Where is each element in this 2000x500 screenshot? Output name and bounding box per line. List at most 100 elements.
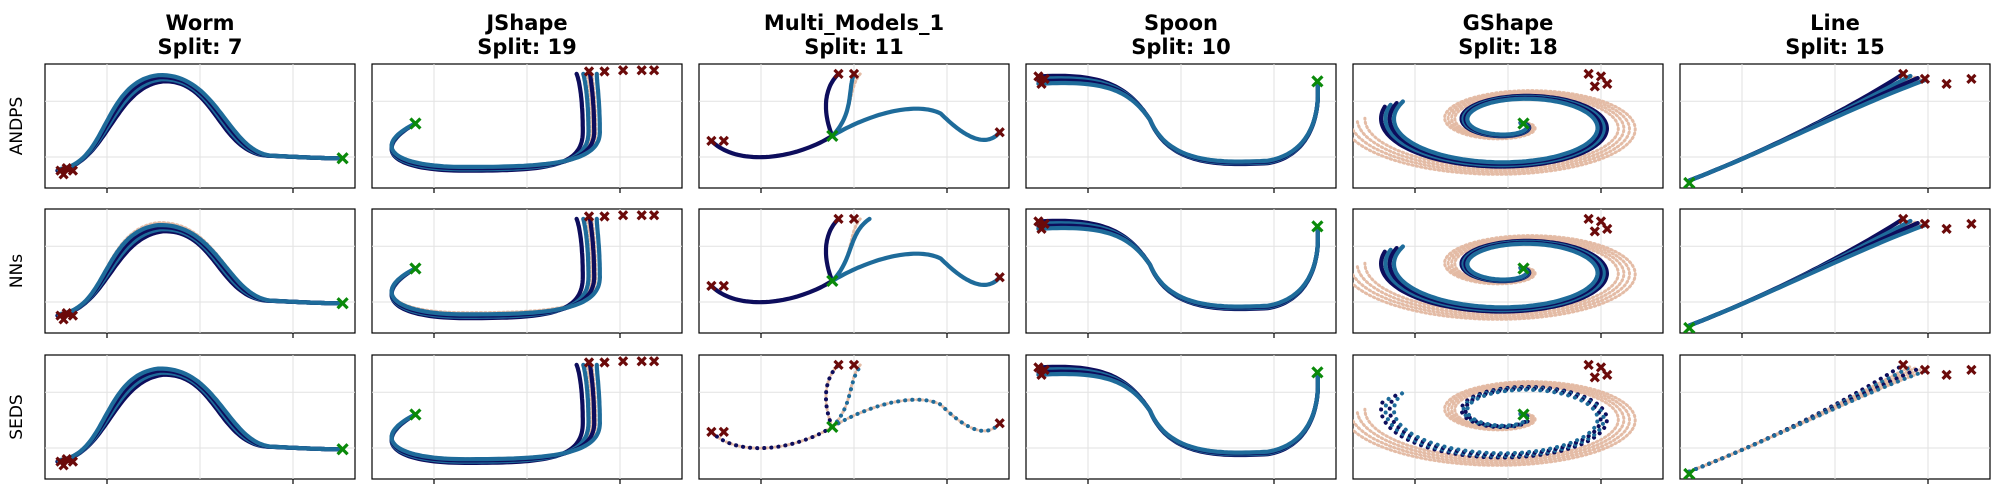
trajectory-3 bbox=[823, 216, 841, 283]
start-marker-3 bbox=[1039, 218, 1050, 230]
panel-nns-spoon bbox=[1025, 208, 1337, 338]
start-marker-4 bbox=[1966, 218, 1977, 230]
column-title-jshape: JShape bbox=[484, 11, 567, 35]
trajectory-4 bbox=[389, 362, 603, 462]
panel-seds-multi_models_1 bbox=[698, 354, 1010, 484]
goal-marker bbox=[1517, 117, 1530, 130]
start-marker-2 bbox=[718, 280, 729, 292]
start-marker-2 bbox=[1595, 71, 1607, 82]
start-marker-1 bbox=[1033, 71, 1044, 82]
start-marker-3 bbox=[58, 460, 69, 471]
start-marker-1 bbox=[1583, 359, 1594, 371]
start-marker-1 bbox=[706, 280, 717, 292]
goal-marker bbox=[336, 297, 349, 310]
column-split-jshape: Split: 19 bbox=[477, 35, 577, 59]
start-marker-3 bbox=[58, 314, 69, 325]
start-marker-3 bbox=[58, 169, 69, 180]
start-marker-1 bbox=[706, 135, 717, 147]
start-marker-3 bbox=[617, 65, 629, 76]
panel-andps-jshape bbox=[371, 63, 683, 193]
panel-nns-worm bbox=[44, 208, 356, 338]
goal-marker bbox=[409, 262, 422, 275]
trajectory-4 bbox=[1036, 79, 1320, 164]
column-title-gshape: GShape bbox=[1463, 11, 1554, 35]
start-marker-1 bbox=[1898, 68, 1909, 80]
start-marker-4 bbox=[848, 359, 860, 371]
start-marker-4 bbox=[1589, 81, 1600, 92]
goal-marker bbox=[1517, 408, 1530, 421]
start-marker-3 bbox=[1941, 223, 1952, 234]
panel-andps-multi_models_1 bbox=[698, 63, 1010, 193]
column-title-multi_models_1: Multi_Models_1 bbox=[764, 11, 944, 35]
column-title-spoon: Spoon bbox=[1144, 11, 1218, 35]
start-marker-3 bbox=[1039, 364, 1050, 376]
goal-marker bbox=[826, 129, 839, 143]
start-marker-1 bbox=[1033, 216, 1044, 227]
trajectory-1 bbox=[709, 278, 835, 305]
start-marker-3 bbox=[833, 359, 844, 371]
start-marker-2 bbox=[61, 454, 72, 465]
start-marker-4 bbox=[1966, 364, 1977, 376]
panel-nns-jshape bbox=[371, 208, 683, 338]
goal-marker bbox=[409, 117, 422, 130]
row-labels: ANDPS NNs SEDS bbox=[7, 97, 27, 440]
panel-seds-spoon bbox=[1025, 354, 1337, 484]
row-label-nns: NNs bbox=[7, 254, 27, 288]
start-marker-2 bbox=[61, 163, 72, 174]
panel-seds-jshape bbox=[371, 354, 683, 484]
trajectory-4 bbox=[830, 362, 864, 429]
start-marker-5 bbox=[648, 210, 660, 221]
start-marker-1 bbox=[1583, 68, 1594, 80]
start-marker-4 bbox=[67, 310, 79, 321]
trajectory-4 bbox=[389, 71, 603, 169]
goal-marker bbox=[1683, 321, 1696, 333]
goal-marker bbox=[336, 152, 349, 165]
panel-andps-spoon bbox=[1025, 63, 1337, 193]
trajectory-4 bbox=[1687, 78, 1927, 183]
start-marker-3 bbox=[1941, 369, 1952, 380]
panel-andps-worm bbox=[44, 63, 356, 193]
start-marker-2 bbox=[718, 426, 729, 438]
start-marker-2 bbox=[61, 308, 72, 319]
start-marker-3 bbox=[1039, 73, 1050, 85]
panel-nns-multi_models_1 bbox=[698, 208, 1010, 338]
start-marker-2 bbox=[1919, 364, 1931, 376]
panel-nns-gshape bbox=[1352, 208, 1664, 338]
trajectory-1 bbox=[709, 424, 835, 451]
panel-seds-gshape bbox=[1352, 354, 1664, 484]
trajectory-4 bbox=[1687, 369, 1927, 474]
start-marker-4 bbox=[848, 213, 860, 225]
goal-marker bbox=[1311, 75, 1324, 88]
trajectory-3 bbox=[823, 71, 841, 138]
start-marker-3 bbox=[1941, 78, 1952, 89]
start-marker-3 bbox=[617, 210, 629, 221]
start-marker-3 bbox=[833, 68, 844, 80]
trajectory-1 bbox=[709, 133, 835, 160]
start-marker-2 bbox=[599, 66, 610, 77]
start-marker-3 bbox=[1602, 78, 1613, 89]
start-marker-2 bbox=[1919, 73, 1931, 85]
start-marker-3 bbox=[617, 356, 629, 367]
grid bbox=[1680, 355, 1990, 479]
start-marker-1 bbox=[1033, 362, 1044, 373]
start-marker-1 bbox=[583, 357, 595, 368]
start-marker-1 bbox=[583, 66, 595, 77]
start-marker-5 bbox=[994, 272, 1005, 283]
trajectory-4 bbox=[59, 72, 342, 171]
goal-marker bbox=[1683, 467, 1696, 479]
start-marker-4 bbox=[636, 210, 647, 221]
goal-marker bbox=[826, 274, 839, 288]
panel-seds-line bbox=[1679, 354, 1991, 484]
trajectory-2 bbox=[830, 106, 1002, 142]
column-split-line: Split: 15 bbox=[1785, 35, 1885, 59]
row-label-andps: ANDPS bbox=[7, 97, 27, 155]
start-marker-4 bbox=[1966, 73, 1977, 85]
row-label-seds: SEDS bbox=[7, 394, 27, 439]
trajectory-4 bbox=[59, 366, 342, 462]
goal-marker bbox=[1311, 366, 1324, 379]
start-marker-5 bbox=[648, 356, 660, 367]
start-marker-1 bbox=[1898, 213, 1909, 225]
start-marker-4 bbox=[1589, 372, 1600, 383]
trajectory-4 bbox=[1391, 96, 1600, 165]
